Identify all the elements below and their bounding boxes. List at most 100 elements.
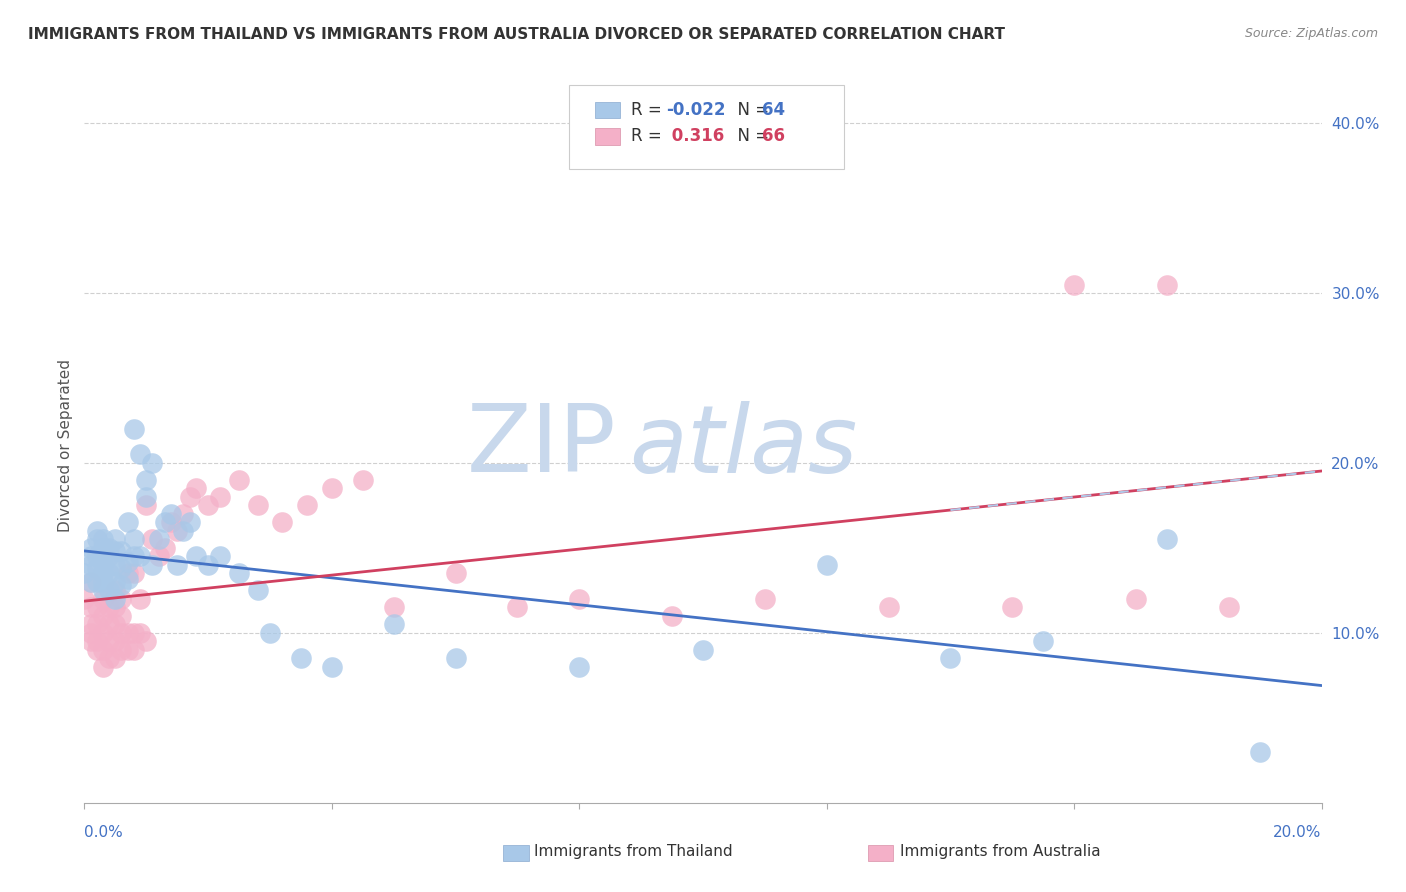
- Point: [197, 558, 219, 572]
- Point: [1001, 600, 1024, 615]
- Point: [135, 499, 157, 513]
- Point: [122, 566, 145, 581]
- Point: [98, 541, 121, 555]
- Point: [246, 499, 269, 513]
- Point: [104, 651, 127, 665]
- Point: [122, 422, 145, 436]
- Point: [79, 558, 101, 572]
- Point: [79, 617, 101, 632]
- Point: [129, 591, 152, 606]
- Text: R =: R =: [631, 128, 672, 145]
- Point: [129, 626, 152, 640]
- Point: [110, 561, 132, 575]
- Point: [86, 600, 108, 615]
- Point: [321, 660, 343, 674]
- Point: [104, 558, 127, 572]
- Point: [104, 591, 127, 606]
- Point: [79, 574, 101, 589]
- Point: [122, 626, 145, 640]
- Text: -0.022: -0.022: [666, 101, 725, 119]
- Point: [295, 499, 318, 513]
- Point: [86, 533, 108, 547]
- Point: [153, 541, 176, 555]
- Point: [98, 634, 121, 648]
- Point: [104, 574, 127, 589]
- Point: [86, 549, 108, 564]
- Point: [1032, 634, 1054, 648]
- Point: [91, 626, 114, 640]
- Text: ZIP: ZIP: [467, 400, 616, 492]
- Point: [877, 600, 900, 615]
- Point: [122, 549, 145, 564]
- Point: [91, 591, 114, 606]
- Text: Immigrants from Australia: Immigrants from Australia: [900, 845, 1101, 859]
- Point: [91, 583, 114, 598]
- Text: 20.0%: 20.0%: [1274, 825, 1322, 840]
- Point: [166, 558, 188, 572]
- Point: [117, 572, 139, 586]
- Point: [160, 507, 183, 521]
- Point: [104, 634, 127, 648]
- Point: [79, 541, 101, 555]
- Point: [141, 456, 163, 470]
- Point: [1125, 591, 1147, 606]
- Point: [86, 643, 108, 657]
- Point: [444, 651, 467, 665]
- Point: [110, 643, 132, 657]
- Point: [86, 524, 108, 538]
- Point: [73, 566, 96, 581]
- Point: [110, 626, 132, 640]
- Point: [141, 533, 163, 547]
- Point: [104, 544, 127, 558]
- Point: [661, 608, 683, 623]
- Point: [259, 626, 281, 640]
- Point: [91, 541, 114, 555]
- Point: [79, 626, 101, 640]
- Text: 0.0%: 0.0%: [84, 825, 124, 840]
- Point: [352, 473, 374, 487]
- Point: [79, 549, 101, 564]
- Point: [91, 533, 114, 547]
- Point: [382, 600, 405, 615]
- Point: [129, 448, 152, 462]
- Point: [117, 626, 139, 640]
- Point: [135, 473, 157, 487]
- Point: [815, 558, 838, 572]
- Point: [98, 566, 121, 581]
- Point: [1249, 745, 1271, 759]
- Point: [290, 651, 312, 665]
- Text: N =: N =: [727, 101, 775, 119]
- Point: [104, 617, 127, 632]
- Point: [135, 490, 157, 504]
- Point: [166, 524, 188, 538]
- Point: [228, 566, 250, 581]
- Point: [141, 558, 163, 572]
- Point: [179, 516, 201, 530]
- Point: [110, 578, 132, 592]
- Point: [91, 558, 114, 572]
- Point: [110, 591, 132, 606]
- Text: atlas: atlas: [628, 401, 858, 491]
- Point: [104, 583, 127, 598]
- Point: [382, 617, 405, 632]
- Point: [1063, 277, 1085, 292]
- Point: [110, 544, 132, 558]
- Point: [91, 566, 114, 581]
- Point: [506, 600, 529, 615]
- Point: [122, 643, 145, 657]
- Point: [98, 651, 121, 665]
- Point: [179, 490, 201, 504]
- Text: 0.316: 0.316: [666, 128, 724, 145]
- Text: Immigrants from Thailand: Immigrants from Thailand: [534, 845, 733, 859]
- Point: [98, 617, 121, 632]
- Point: [197, 499, 219, 513]
- Point: [104, 600, 127, 615]
- Point: [98, 600, 121, 615]
- Point: [228, 473, 250, 487]
- Point: [160, 516, 183, 530]
- Point: [79, 634, 101, 648]
- Point: [1156, 533, 1178, 547]
- Point: [91, 608, 114, 623]
- Point: [122, 533, 145, 547]
- Point: [79, 600, 101, 615]
